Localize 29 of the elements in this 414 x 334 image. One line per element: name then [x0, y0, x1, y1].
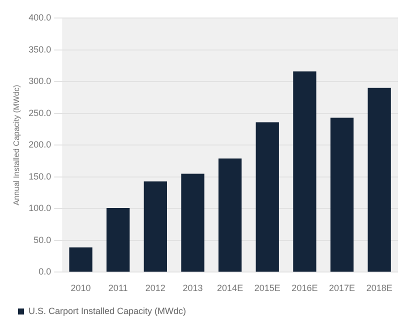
y-tick-label: 400.0 — [28, 12, 52, 22]
y-tick-label: 200.0 — [28, 140, 52, 150]
bar — [256, 122, 279, 272]
y-tick-label: 250.0 — [28, 108, 52, 118]
bar — [106, 208, 130, 272]
y-tick-label: 150.0 — [28, 171, 52, 182]
x-tick-label: 2011 — [108, 283, 128, 294]
x-tick-label: 2014E — [217, 283, 244, 294]
x-tick-label: 2012 — [145, 283, 166, 294]
legend-label: U.S. Carport Installed Capacity (MWdc) — [28, 306, 186, 316]
x-tick-label: 2017E — [329, 283, 356, 294]
x-tick-label: 2015E — [254, 283, 280, 294]
y-tick-label: 100.0 — [28, 203, 52, 214]
bar — [144, 181, 167, 272]
y-tick-label: 350.0 — [28, 44, 52, 54]
x-tick-label: 2018E — [366, 283, 392, 294]
x-tick-label: 2016E — [292, 283, 318, 294]
bar — [293, 71, 316, 272]
y-tick-label: 0.0 — [38, 266, 52, 277]
bar — [218, 158, 242, 272]
x-tick-label: 2010 — [70, 283, 91, 294]
bar — [330, 118, 354, 272]
bar — [69, 247, 92, 272]
y-axis-title: Annual Installed Capacity (MWdc) — [12, 84, 22, 206]
bar — [368, 88, 391, 272]
y-tick-label: 300.0 — [28, 76, 52, 86]
bar — [181, 174, 204, 272]
y-tick-label: 50.0 — [34, 234, 52, 245]
x-tick-label: 2013 — [182, 283, 203, 294]
